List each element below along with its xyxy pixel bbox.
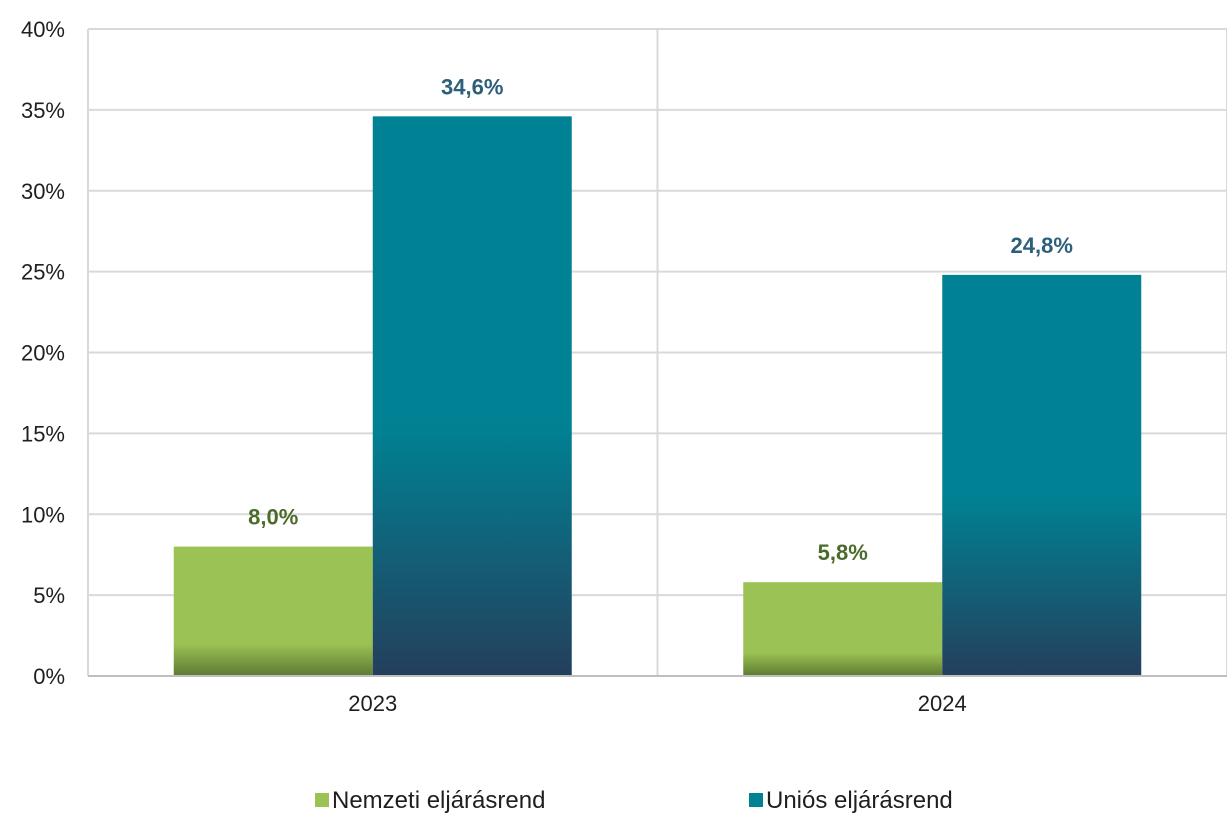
- bar-nemzeti-2023: [173, 546, 373, 676]
- axes: 0% 5% 10% 15% 20% 25% 30% 35% 40% 2023 2024: [21, 17, 1227, 716]
- data-label: 8,0%: [248, 505, 298, 530]
- bars: [173, 116, 1142, 677]
- bar-unios-2023: [372, 116, 572, 677]
- y-tick-label: 35%: [21, 98, 65, 123]
- y-tick-label: 40%: [21, 17, 65, 42]
- y-tick-label: 0%: [33, 664, 65, 689]
- legend: Nemzeti eljárásrend Uniós eljárásrend: [315, 787, 953, 814]
- y-tick-label: 5%: [33, 583, 65, 608]
- y-tick-label: 25%: [21, 260, 65, 285]
- legend-swatch: [315, 793, 329, 807]
- data-label: 5,8%: [818, 540, 868, 565]
- y-tick-label: 30%: [21, 179, 65, 204]
- y-tick-label: 20%: [21, 341, 65, 366]
- x-tick-label: 2024: [918, 691, 967, 716]
- legend-label: Uniós eljárásrend: [766, 787, 953, 814]
- y-tick-label: 10%: [21, 502, 65, 527]
- data-labels: 8,0% 34,6% 5,8% 24,8%: [248, 74, 1073, 565]
- data-label: 34,6%: [441, 74, 503, 99]
- legend-swatch: [749, 793, 763, 807]
- y-tick-label: 15%: [21, 421, 65, 446]
- x-tick-label: 2023: [348, 691, 397, 716]
- data-label: 24,8%: [1011, 233, 1073, 258]
- bar-unios-2024: [942, 274, 1142, 676]
- bar-nemzeti-2024: [743, 582, 943, 676]
- legend-label: Nemzeti eljárásrend: [332, 787, 545, 814]
